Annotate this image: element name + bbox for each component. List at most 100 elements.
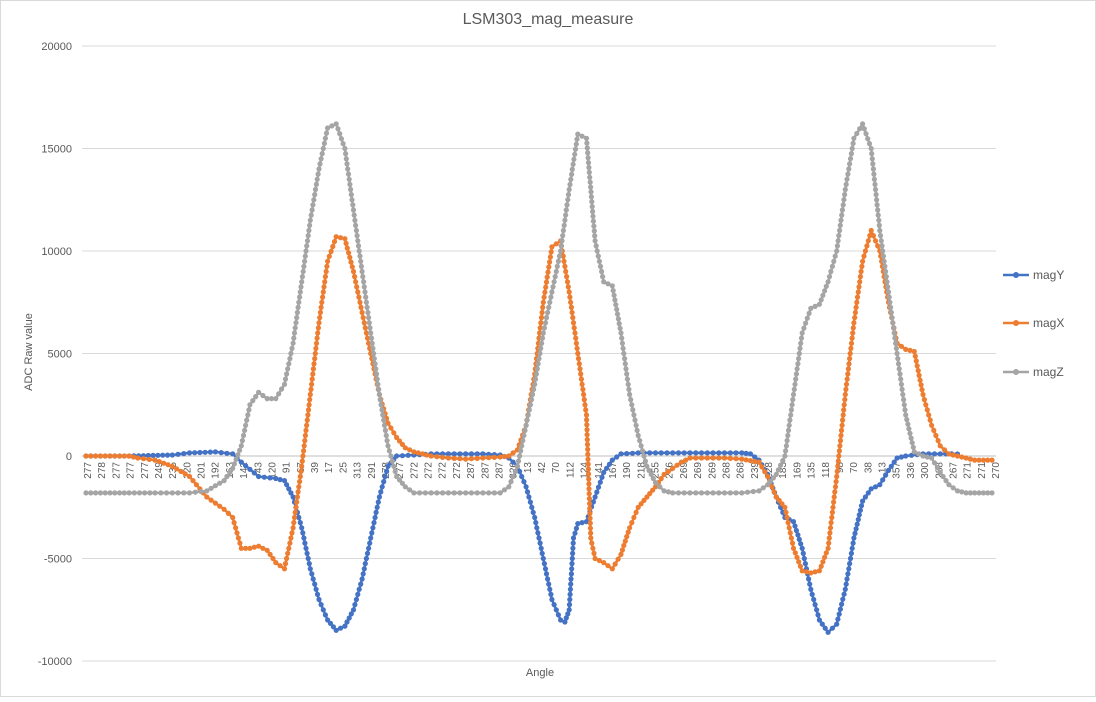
data-point-magX [911,348,917,355]
data-point-magX [174,466,180,472]
data-point-magZ [710,490,716,496]
data-point-magX [844,376,850,382]
data-point-magY [664,450,670,456]
data-point-magX [543,284,549,290]
data-point-magZ [891,330,897,336]
data-point-magZ [625,381,631,387]
data-point-magY [652,450,659,456]
data-point-magX [302,432,308,439]
data-point-magZ [533,371,540,377]
data-point-magX [937,443,943,449]
data-point-magZ [550,284,556,290]
data-point-magX [320,294,326,300]
data-point-magZ [542,320,549,326]
data-point-magZ [440,490,446,496]
data-point-magX [808,570,814,576]
data-point-magY [792,523,798,529]
data-point-magY [727,450,733,456]
data-point-magX [826,540,832,546]
data-point-magZ [904,417,910,423]
data-point-magZ [626,386,632,392]
data-point-magY [348,611,354,617]
data-point-magZ [474,490,480,496]
data-point-magX [584,422,590,428]
data-point-magZ [299,274,305,280]
data-point-magY [361,566,367,572]
data-point-magY [197,449,203,456]
data-point-magZ [349,197,355,203]
data-point-magZ [670,490,676,496]
data-point-magZ [637,438,643,444]
data-point-magX [850,325,856,331]
data-point-magX [609,566,615,572]
data-point-magZ [613,302,619,308]
data-point-magY [457,451,463,457]
x-tick-label: 277 [395,462,406,479]
data-point-magX [633,509,639,515]
data-point-magZ [381,422,388,428]
data-point-magX [573,340,580,346]
data-point-magZ [561,222,567,228]
data-point-magZ [631,412,637,418]
data-point-magZ [619,340,626,346]
data-point-magX [415,450,421,456]
data-point-magY [568,576,574,582]
data-point-magX [674,462,680,468]
data-point-magX [787,530,793,536]
data-point-magZ [798,340,804,346]
data-point-magZ [789,402,795,408]
data-point-magX [564,279,571,285]
data-point-magZ [820,292,826,298]
data-point-magY [569,555,575,562]
data-point-magX [584,441,591,448]
data-point-magX [342,236,348,242]
data-point-magX [585,451,591,457]
data-point-magY [847,555,854,562]
data-point-magZ [309,207,315,213]
data-point-magZ [539,340,545,346]
data-point-magZ [895,361,902,367]
data-point-magY [468,451,474,457]
data-point-magZ [333,121,339,127]
data-point-magY [877,482,883,488]
data-point-magZ [366,320,372,326]
data-point-magY [850,540,856,546]
x-tick-label: 220 [182,462,193,479]
x-tick-label: 269 [707,462,718,479]
data-point-magY [739,450,745,456]
data-point-magX [330,243,336,250]
data-point-magZ [880,248,886,254]
data-point-magY [569,566,575,572]
data-point-magZ [773,471,779,477]
data-point-magZ [850,140,856,146]
data-point-magY [313,586,319,592]
x-tick-label: 272 [424,462,435,479]
data-point-magZ [902,407,908,413]
data-point-magY [811,596,817,603]
data-point-magY [296,514,302,521]
data-point-magY [376,494,382,500]
data-point-magY [609,457,615,463]
data-point-magX [828,520,834,526]
data-point-magZ [392,468,398,474]
data-point-magY [808,586,814,592]
data-point-magY [538,545,544,551]
data-point-magY [806,576,812,582]
data-point-magZ [967,490,974,496]
data-point-magY [854,521,860,527]
data-point-magY [519,473,525,480]
data-point-magZ [881,258,887,264]
data-point-magX [823,550,829,556]
data-point-magZ [574,136,580,142]
data-point-magZ [863,131,869,137]
data-point-magX [867,233,873,239]
data-point-magY [360,571,366,577]
data-point-magZ [243,422,249,428]
data-point-magZ [989,490,995,496]
data-point-magZ [597,263,604,269]
data-point-magX [396,438,403,444]
data-point-magZ [293,320,299,326]
data-point-magY [575,521,581,527]
x-tick-label: 135 [807,462,818,479]
data-point-magX [842,397,848,403]
